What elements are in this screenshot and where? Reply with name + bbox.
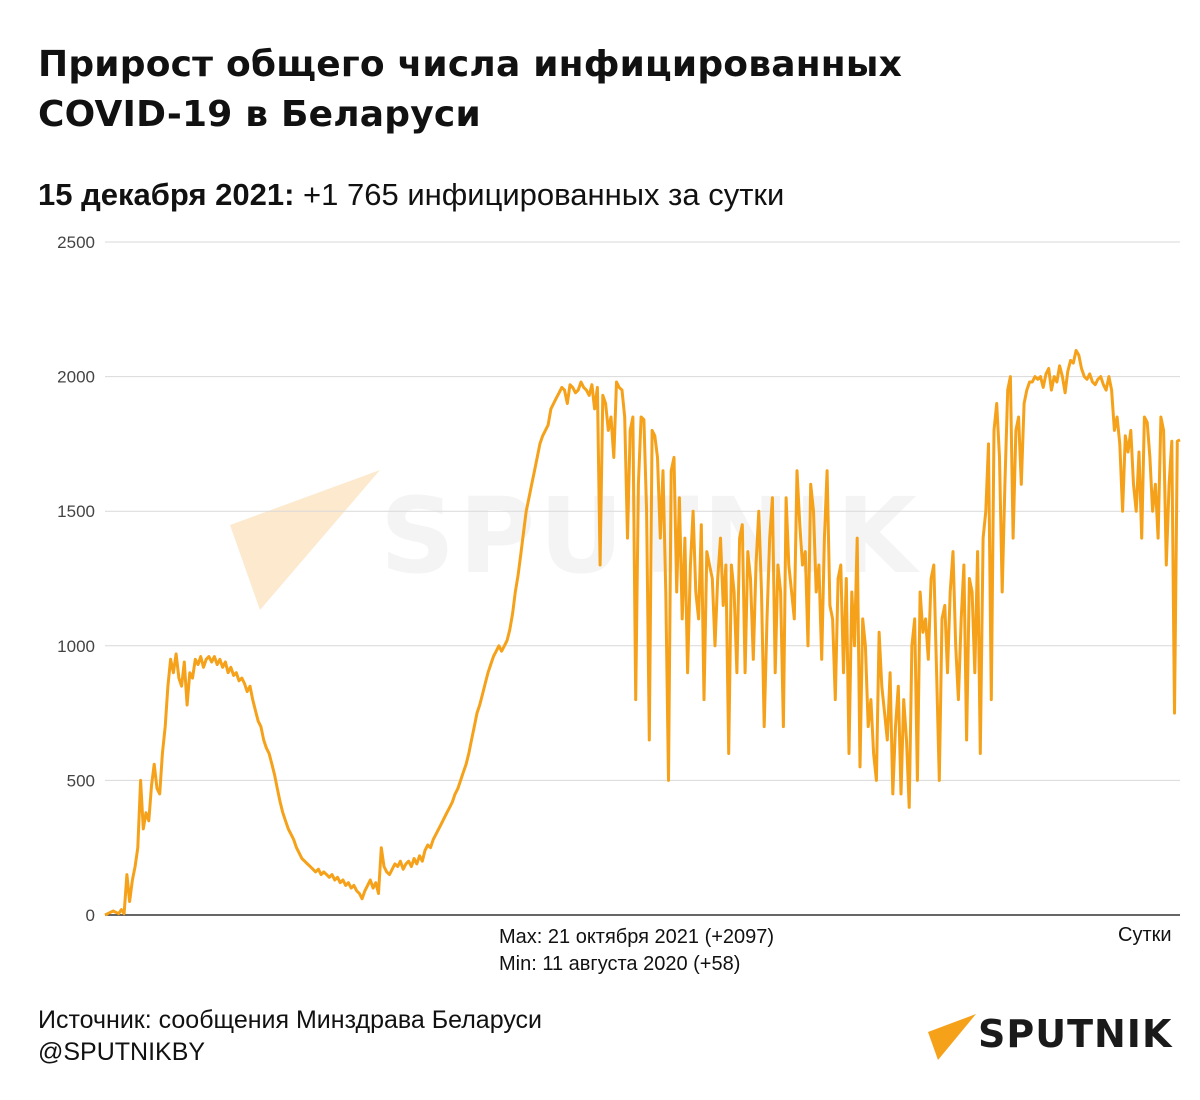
y-tick-label-0: 0	[86, 906, 95, 925]
chart-title-line-1: Прирост общего числа инфицированных	[38, 44, 903, 85]
y-tick-label-1000: 1000	[57, 637, 95, 656]
y-axis-ticks: 0 500 1000 1500 2000 2500	[57, 233, 95, 925]
logo-text: SPUTNIK	[978, 1012, 1173, 1056]
social-handle: @SPUTNIKBY	[38, 1038, 206, 1066]
subtitle-date: 15 декабря 2021:	[38, 177, 295, 212]
line-chart: 0 500 1000 1500 2000 2500	[57, 233, 1181, 925]
series-line	[104, 349, 1181, 917]
source-text: Источник: сообщения Минздрава Беларуси	[38, 1006, 543, 1034]
y-tick-label-2500: 2500	[57, 233, 95, 252]
logo-arrow-icon	[928, 1014, 976, 1060]
chart-title: Прирост общего числа инфицированных COVI…	[38, 40, 1038, 140]
chart-subtitle: 15 декабря 2021: +1 765 инфицированных з…	[38, 177, 784, 213]
sputnik-logo: SPUTNIK	[928, 1010, 1178, 1066]
min-note: Min: 11 августа 2020 (+58)	[499, 953, 741, 975]
chart-grid	[105, 241, 1180, 781]
subtitle-value: +1 765 инфицированных за сутки	[294, 177, 785, 212]
y-tick-label-2000: 2000	[57, 368, 95, 387]
y-tick-label-1500: 1500	[57, 502, 95, 521]
max-note: Max: 21 октября 2021 (+2097)	[499, 926, 775, 948]
chart-title-line-2: COVID-19 в Беларуси	[38, 94, 481, 135]
x-axis-label: Сутки	[1118, 924, 1172, 946]
chart-notes: Max: 21 октября 2021 (+2097) Min: 11 авг…	[499, 924, 774, 978]
source-block: Источник: сообщения Минздрава Беларуси @…	[38, 1004, 542, 1068]
y-tick-label-500: 500	[67, 771, 95, 790]
